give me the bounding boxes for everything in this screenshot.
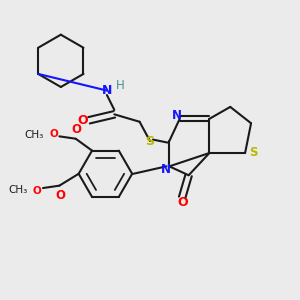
Text: O: O	[49, 129, 58, 139]
Text: H: H	[116, 79, 125, 92]
Text: CH₃: CH₃	[25, 130, 44, 140]
Text: O: O	[33, 186, 41, 196]
Text: O: O	[177, 196, 188, 209]
Text: O: O	[78, 114, 88, 127]
Text: N: N	[102, 84, 112, 97]
Text: O: O	[55, 189, 65, 202]
Text: S: S	[146, 135, 154, 148]
Text: N: N	[161, 164, 171, 176]
Text: N: N	[172, 109, 182, 122]
Text: CH₃: CH₃	[8, 184, 28, 194]
Text: O: O	[72, 123, 82, 136]
Text: S: S	[249, 146, 258, 160]
